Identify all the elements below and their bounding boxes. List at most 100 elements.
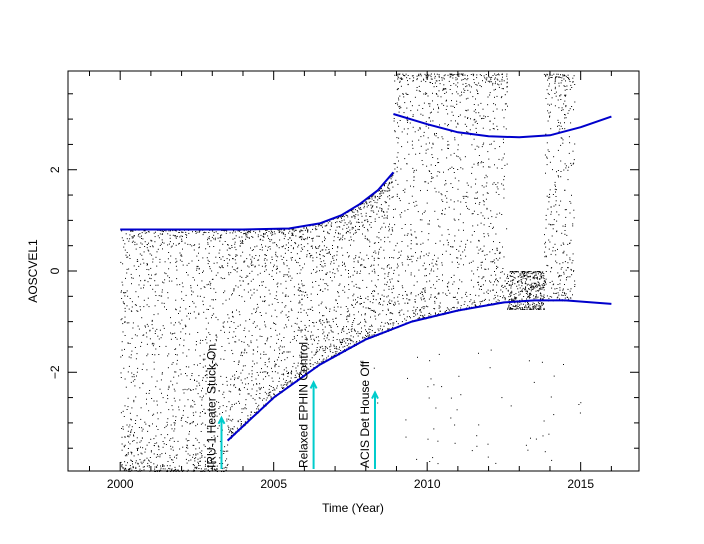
data-point (423, 131, 425, 133)
data-point (321, 223, 323, 225)
data-point (526, 307, 528, 309)
data-point (542, 271, 544, 273)
data-point (481, 117, 483, 119)
data-point (161, 239, 163, 241)
data-point (472, 213, 474, 215)
data-point (339, 283, 341, 285)
data-point (509, 275, 511, 277)
data-point (206, 308, 208, 310)
data-point (534, 283, 535, 285)
data-point (539, 293, 541, 295)
data-point (540, 295, 542, 297)
data-point (415, 169, 417, 171)
data-point (283, 275, 285, 277)
data-point (389, 228, 390, 230)
data-point (545, 75, 547, 77)
data-point (121, 341, 123, 343)
data-point (131, 372, 133, 374)
data-point (285, 295, 287, 297)
data-point (543, 297, 545, 298)
data-point (498, 252, 500, 254)
data-point (274, 349, 275, 351)
data-point (403, 74, 404, 76)
data-point (541, 284, 543, 286)
data-point (564, 224, 566, 226)
data-point (449, 292, 451, 294)
data-point (227, 265, 229, 267)
data-point (211, 437, 213, 438)
data-point (202, 358, 204, 360)
data-point (135, 420, 137, 421)
data-point (164, 272, 166, 274)
data-point (478, 284, 480, 286)
data-point (297, 329, 299, 331)
data-point (351, 281, 353, 283)
data-point (139, 275, 140, 277)
data-point (497, 83, 499, 85)
data-point (392, 322, 394, 324)
data-point (546, 264, 548, 266)
data-point (251, 380, 253, 382)
data-point (550, 271, 552, 273)
data-point (514, 283, 516, 285)
data-point (143, 262, 145, 264)
data-point (206, 284, 208, 286)
data-point (473, 104, 475, 105)
data-point (218, 252, 220, 254)
data-point (451, 261, 453, 263)
data-point (439, 226, 441, 228)
data-point (371, 293, 373, 294)
data-point (413, 170, 415, 172)
data-point (342, 234, 344, 236)
data-point (261, 284, 263, 286)
data-point (379, 193, 381, 195)
data-point (268, 392, 270, 394)
data-point (304, 345, 306, 347)
data-point (458, 263, 460, 265)
data-point (383, 295, 385, 297)
data-point (151, 343, 153, 345)
data-point (121, 449, 123, 451)
data-point (384, 283, 386, 285)
data-point (356, 271, 358, 273)
data-point (564, 114, 565, 115)
data-point (154, 291, 156, 293)
data-point (465, 291, 467, 293)
data-point (573, 270, 574, 272)
data-point (457, 169, 459, 170)
data-point (279, 349, 281, 351)
data-point (458, 180, 460, 182)
data-point (255, 412, 257, 414)
data-point (345, 214, 347, 216)
data-point (546, 89, 548, 91)
data-point (536, 290, 538, 292)
data-point (235, 335, 237, 337)
data-point (320, 361, 322, 363)
data-point (384, 257, 385, 259)
data-point (366, 203, 368, 205)
data-point (137, 325, 139, 327)
data-point (513, 271, 515, 273)
data-point (353, 215, 355, 217)
data-point (428, 298, 430, 300)
data-point (430, 76, 432, 78)
data-point (291, 371, 293, 373)
data-point (435, 135, 437, 137)
data-point (198, 447, 200, 449)
data-point (561, 232, 563, 234)
data-point (254, 399, 256, 401)
data-point (322, 359, 324, 361)
data-point (202, 271, 203, 273)
data-point (131, 236, 133, 238)
data-point (196, 255, 198, 257)
data-point (160, 243, 162, 245)
data-point (371, 196, 372, 198)
data-point (226, 249, 228, 251)
data-point (519, 307, 521, 309)
data-point (477, 164, 479, 166)
data-point (569, 142, 571, 144)
data-point (241, 412, 243, 413)
data-point (399, 314, 401, 316)
data-point (199, 230, 201, 232)
data-point (192, 412, 194, 414)
